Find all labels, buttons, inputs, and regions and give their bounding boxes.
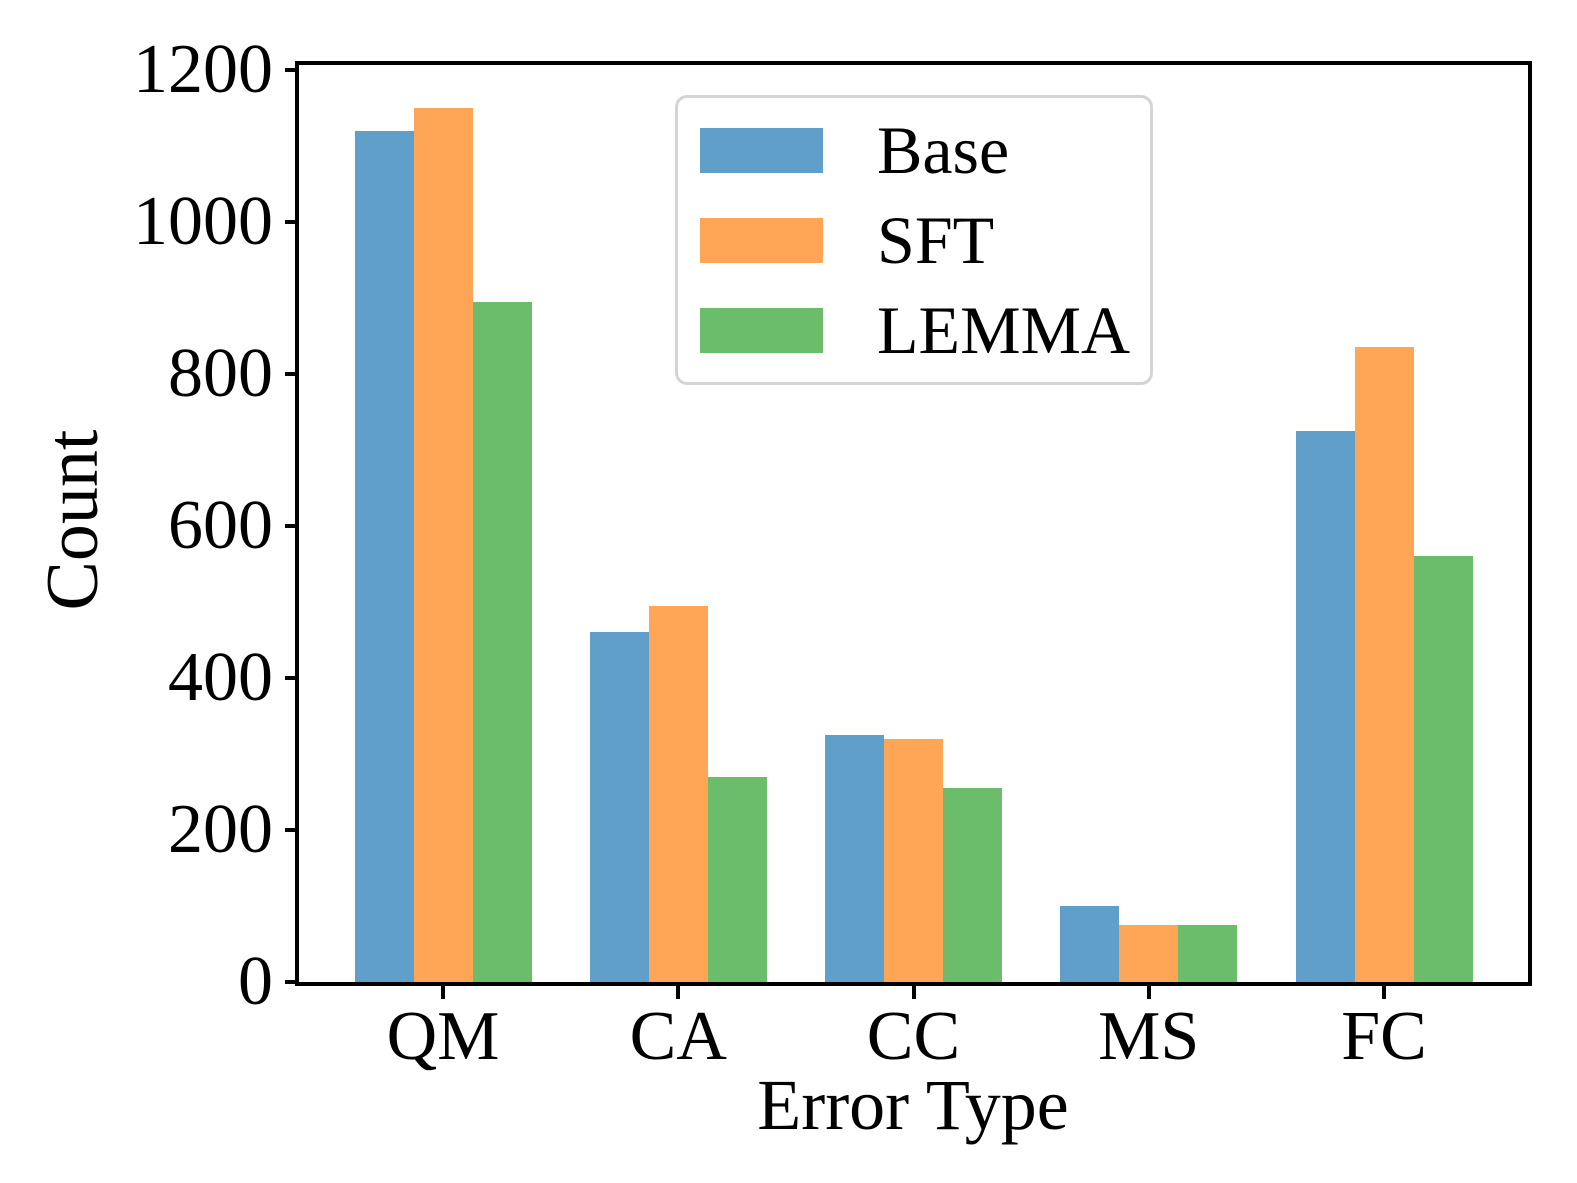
legend-swatch-base [700,127,823,173]
bar-lemma-cc [943,788,1002,982]
legend-label-base: Base [877,112,1010,188]
legend-item-sft: SFT [700,195,1150,285]
y-tick-mark [285,220,299,224]
bar-lemma-ca [707,776,767,982]
y-tick-mark [285,828,299,832]
bar-sft-ms [1119,925,1179,982]
y-tick-mark [285,524,299,528]
bar-base-fc [1295,431,1355,982]
x-tick-label: CC [866,998,961,1075]
y-tick-label: 400 [168,639,273,716]
bar-lemma-ms [1178,925,1238,982]
bar-lemma-fc [1413,556,1473,982]
x-tick-mark [1382,986,1386,999]
bar-sft-qm [413,108,473,982]
y-tick-mark [285,372,299,376]
y-tick-label: 0 [238,943,273,1020]
y-tick-label: 600 [168,487,273,564]
x-tick-label: FC [1341,998,1427,1075]
legend-label-sft: SFT [877,202,995,278]
x-tick-mark [911,986,916,999]
legend-item-base: Base [700,105,1150,195]
y-tick-mark [285,980,299,984]
x-tick-label: CA [629,998,727,1075]
bar-base-ca [589,632,649,982]
x-tick-mark [676,986,681,999]
y-tick-mark [285,676,299,680]
y-tick-label: 1200 [133,31,273,108]
x-tick-label: MS [1098,998,1200,1075]
bar-sft-ca [648,605,708,982]
y-tick-mark [285,68,299,72]
y-tick-label: 1000 [133,183,273,260]
bar-base-qm [354,130,414,982]
legend: Base SFT LEMMA [675,95,1153,385]
x-tick-mark [441,986,445,999]
bar-base-cc [825,735,884,982]
bar-base-ms [1060,906,1120,982]
legend-swatch-lemma [700,307,823,353]
x-tick-label: QM [386,998,500,1075]
bar-lemma-qm [472,301,532,982]
bar-sft-fc [1354,347,1414,982]
bar-sft-cc [884,738,943,982]
legend-label-lemma: LEMMA [877,292,1131,368]
legend-item-lemma: LEMMA [700,285,1150,375]
x-axis-label: Error Type [757,1065,1069,1145]
y-tick-label: 800 [168,335,273,412]
y-tick-label: 200 [168,791,273,868]
legend-swatch-sft [700,217,823,263]
x-tick-mark [1146,986,1151,999]
